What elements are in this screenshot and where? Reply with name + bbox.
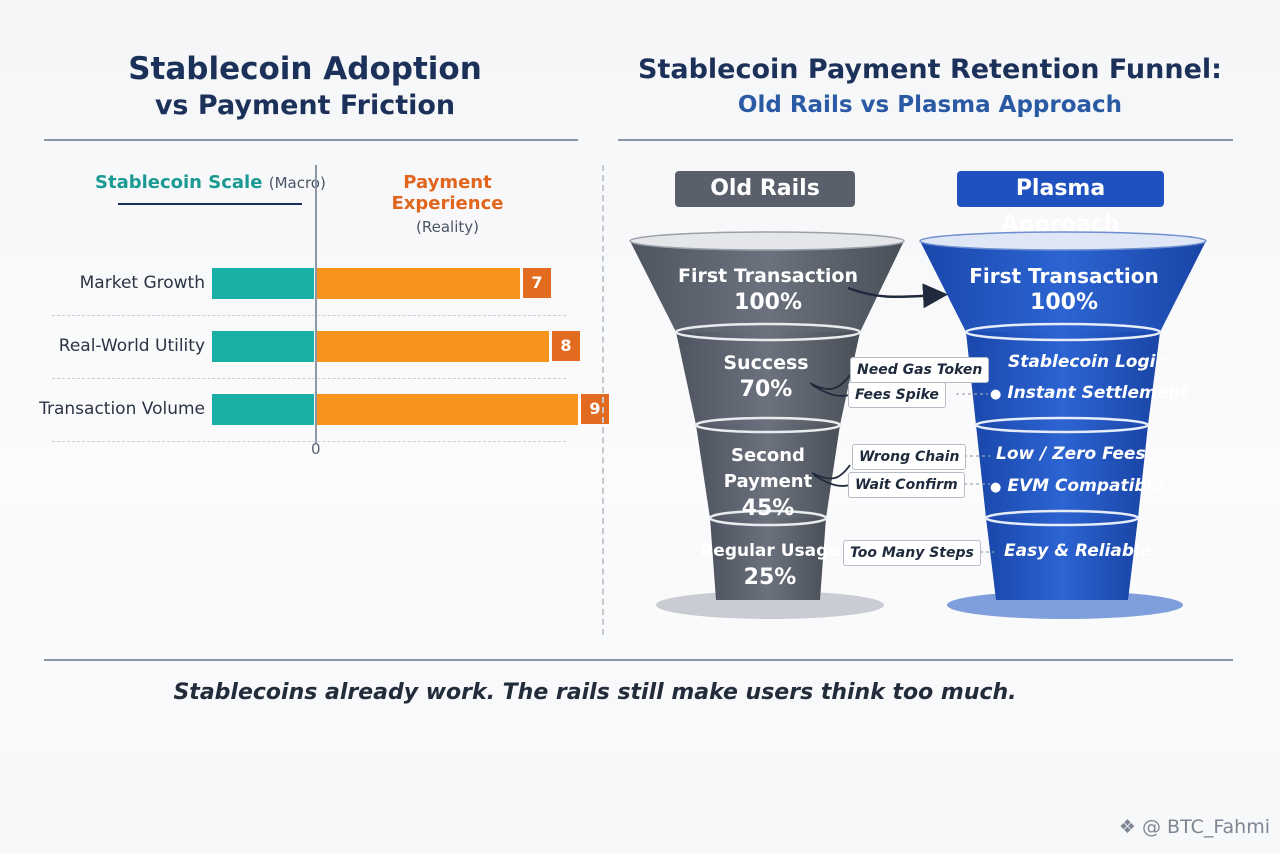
- benefit-instant-settlement: ● Instant Settlement: [990, 383, 1189, 403]
- watermark-text: @ BTC_Fahmi: [1142, 816, 1270, 838]
- scale-header-underline: [118, 203, 302, 205]
- friction-connector-4: [813, 474, 851, 487]
- funnel-graphic: [629, 231, 1207, 619]
- experience-bar: [317, 331, 549, 362]
- old-funnel-stage-1: [630, 241, 904, 332]
- experience-header: Payment Experience (Reality): [345, 172, 550, 236]
- old-stage-4-name: Regular Usage: [700, 541, 840, 561]
- scale-header-sub: (Macro): [268, 174, 326, 192]
- left-title: Stablecoin Adoption vs Payment Friction: [40, 50, 570, 124]
- row-gridline: [52, 315, 566, 316]
- experience-header-label: Payment Experience: [391, 172, 504, 214]
- friction-connector-1: [809, 374, 851, 390]
- experience-bar: [317, 394, 578, 425]
- right-title: Stablecoin Payment Retention Funnel: Old…: [620, 52, 1240, 122]
- old-stage-2-value: 70%: [739, 377, 793, 402]
- row-gridline: [52, 378, 566, 379]
- scale-bar: [212, 331, 314, 362]
- friction-too-many-steps: Too Many Steps: [843, 540, 981, 566]
- friction-connector-3: [811, 464, 851, 480]
- zero-axis-line: [315, 165, 317, 443]
- footer-divider: [44, 659, 1233, 661]
- plasma-funnel: [919, 231, 1207, 600]
- friction-wait-confirm: Wait Confirm: [848, 472, 965, 498]
- right-title-line1: Stablecoin Payment Retention Funnel:: [638, 54, 1222, 85]
- old-stage-2-name: Success: [723, 352, 809, 374]
- old-stage-3: Second Payment 45%: [688, 443, 848, 523]
- old-rails-tag: Old Rails: [675, 171, 855, 207]
- old-stage-4-value: 25%: [743, 565, 797, 590]
- old-funnel-shadow: [656, 591, 884, 619]
- right-divider: [618, 139, 1233, 141]
- old-stage-1: First Transaction 100%: [668, 263, 868, 317]
- watermark: ❖ @ BTC_Fahmi: [1119, 816, 1270, 838]
- new-funnel-stage-3: [976, 425, 1148, 518]
- friction-connector-2: [811, 384, 851, 397]
- category-label: Real-World Utility: [58, 336, 205, 356]
- diamond-logo-icon: ❖: [1118, 816, 1136, 838]
- friction-need-gas-token: Need Gas Token: [850, 357, 990, 383]
- benefit-evm-compatible: ● EVM Compatible: [990, 476, 1164, 496]
- left-title-line1: Stablecoin Adoption: [128, 51, 482, 87]
- row-gridline: [52, 441, 566, 442]
- benefit-stablecoin-logic: Stablecoin Logic: [1008, 352, 1166, 372]
- value-label: 9: [581, 394, 609, 424]
- bullet-icon: ●: [990, 387, 1002, 402]
- left-divider: [44, 139, 578, 141]
- friction-fees-spike: Fees Spike: [848, 382, 946, 408]
- benefit-low-fees: Low / Zero Fees: [996, 444, 1146, 464]
- old-funnel-stage-3: [696, 425, 840, 518]
- old-stage-3-value: 45%: [741, 496, 795, 521]
- plasma-approach-tag: Plasma Approach: [957, 171, 1164, 237]
- new-funnel-rim: [919, 231, 1207, 251]
- old-stage-4: Regular Usage 25%: [700, 538, 840, 592]
- right-title-line2: Old Rails vs Plasma Approach: [737, 92, 1123, 118]
- category-label: Transaction Volume: [39, 399, 205, 419]
- old-funnel-stage-2: [676, 332, 860, 425]
- friction-wrong-chain: Wrong Chain: [852, 444, 967, 470]
- scale-bar: [212, 394, 314, 425]
- value-label: 7: [523, 268, 551, 298]
- experience-bar: [317, 268, 520, 299]
- scale-header-label: Stablecoin Scale: [95, 172, 263, 193]
- old-stage-1-value: 100%: [734, 290, 802, 315]
- category-label: Market Growth: [79, 273, 205, 293]
- new-stage-1-name: First Transaction: [969, 264, 1159, 288]
- old-stage-2: Success 70%: [686, 350, 846, 404]
- caption: Stablecoins already work. The rails stil…: [173, 680, 1017, 705]
- transfer-arrow: [847, 283, 948, 309]
- new-funnel-stage-2: [966, 332, 1160, 425]
- left-title-line2: vs Payment Friction: [154, 90, 456, 121]
- scale-bar: [212, 268, 314, 299]
- axis-zero-label: 0: [311, 440, 321, 458]
- old-funnel-rim: [629, 231, 905, 251]
- scale-header: Stablecoin Scale (Macro): [95, 172, 326, 193]
- new-stage-1: First Transaction 100%: [960, 263, 1168, 317]
- panel-separator: [602, 165, 604, 635]
- old-stage-3-name: Second Payment: [723, 445, 813, 492]
- bullet-icon: ●: [990, 480, 1002, 495]
- old-funnel-stage-4: [710, 518, 826, 600]
- new-stage-1-value: 100%: [1030, 290, 1098, 315]
- new-funnel-stage-4: [986, 518, 1138, 600]
- new-funnel-stage-1: [920, 241, 1206, 332]
- experience-header-sub: (Reality): [416, 218, 479, 236]
- value-label: 8: [552, 331, 580, 361]
- benefit-easy-reliable: Easy & Reliable: [1004, 541, 1152, 561]
- old-rails-funnel: [629, 231, 905, 600]
- old-stage-1-name: First Transaction: [677, 265, 859, 287]
